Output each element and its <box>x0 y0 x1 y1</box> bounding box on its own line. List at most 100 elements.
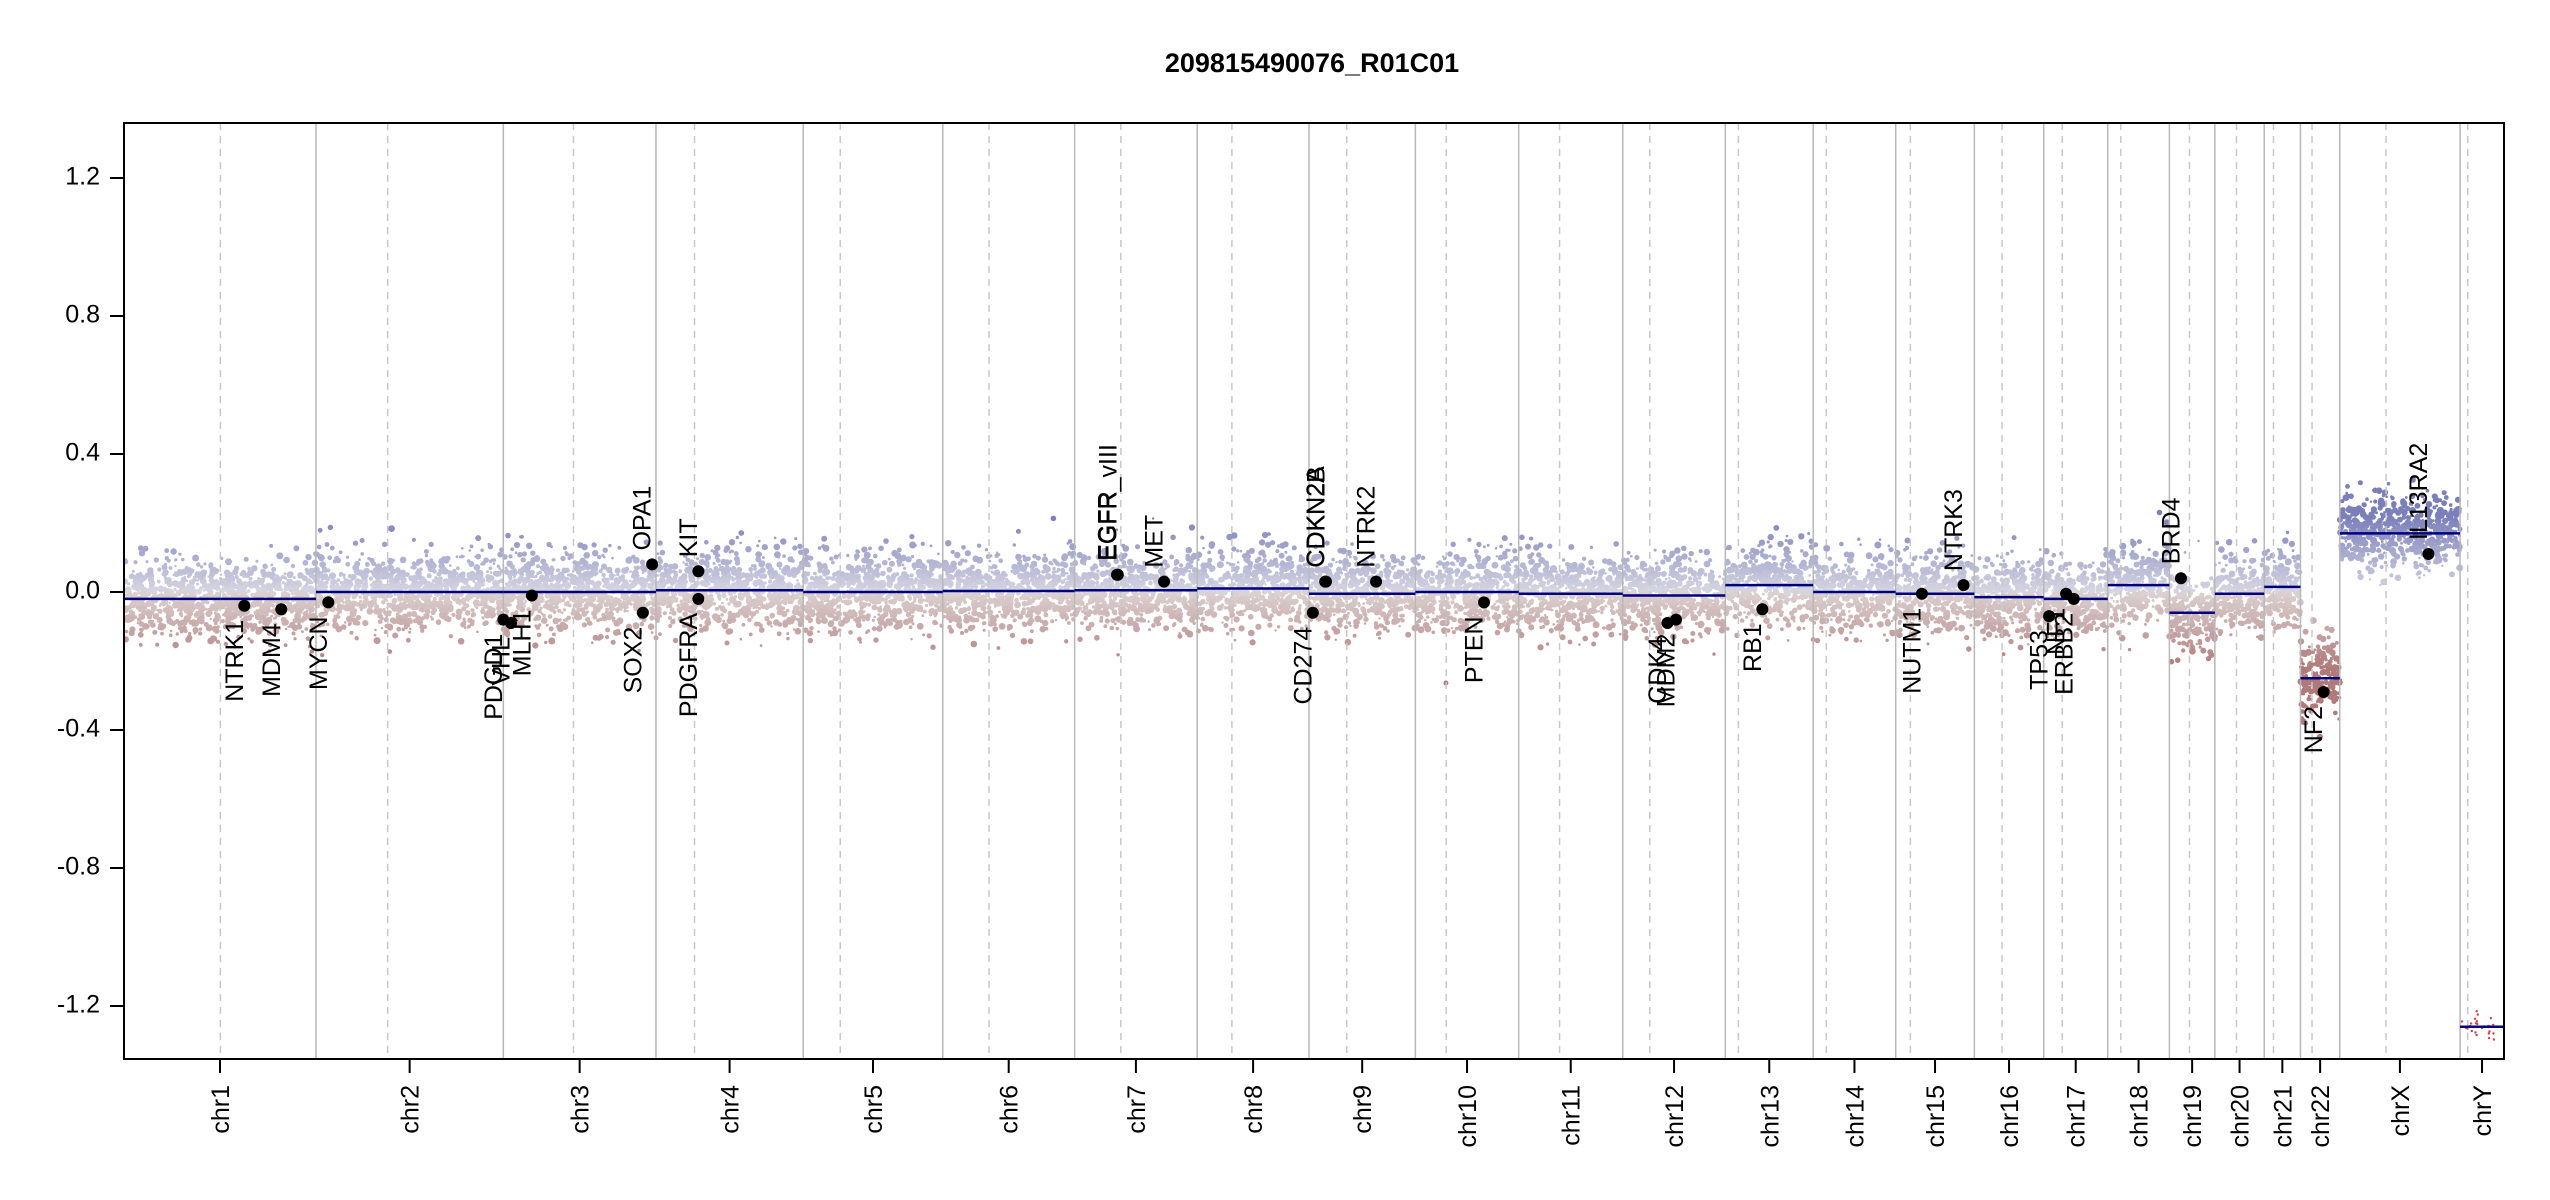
probe-point <box>332 617 338 623</box>
probe-point <box>913 543 917 547</box>
probe-point <box>862 567 867 572</box>
probe-point <box>335 625 343 633</box>
probe-point <box>605 627 611 633</box>
probe-point <box>297 593 301 598</box>
probe-point <box>916 572 923 579</box>
probe-point <box>317 554 323 560</box>
probe-point <box>741 622 746 627</box>
probe-point <box>137 631 144 638</box>
probe-point <box>424 553 429 558</box>
probe-point <box>336 578 341 583</box>
probe-point <box>872 580 876 584</box>
probe-point <box>992 626 998 632</box>
probe-point <box>828 576 832 580</box>
probe-point <box>970 592 978 600</box>
probe-point <box>762 556 765 559</box>
probe-point <box>406 617 413 624</box>
probe-point <box>342 573 346 577</box>
probe-point <box>438 596 443 601</box>
probe-point <box>698 558 706 566</box>
probe-point <box>639 621 645 627</box>
probe-point <box>579 561 583 565</box>
probe-point <box>773 619 780 626</box>
probe-point <box>372 572 378 578</box>
probe-point <box>865 597 870 602</box>
probe-point <box>730 612 738 619</box>
probe-point <box>914 604 920 610</box>
probe-point <box>555 583 563 590</box>
probe-point <box>1014 601 1021 609</box>
probe-point <box>557 608 562 613</box>
probe-point <box>448 634 453 639</box>
probe-point <box>255 609 261 614</box>
probe-point <box>548 570 554 576</box>
probe-point <box>822 597 826 601</box>
probe-point <box>172 641 179 649</box>
probe-point <box>233 592 239 599</box>
probe-point <box>998 623 1006 630</box>
probe-point <box>591 570 598 577</box>
probe-point <box>225 558 232 566</box>
probe-point <box>964 628 969 634</box>
probe-point <box>611 556 614 560</box>
probe-point <box>176 589 182 596</box>
probe-point <box>727 628 734 635</box>
probe-point <box>993 622 997 627</box>
probe-point <box>607 601 613 607</box>
probe-point <box>988 559 992 563</box>
probe-point <box>1020 609 1026 615</box>
probe-point <box>135 572 141 578</box>
probe-point <box>541 617 548 624</box>
probe-point <box>449 574 452 578</box>
probe-point <box>786 595 792 601</box>
probe-point <box>985 598 990 603</box>
probe-point <box>416 572 422 577</box>
probe-point <box>180 557 185 562</box>
probe-point <box>481 616 484 619</box>
probe-point <box>738 530 745 536</box>
probe-point <box>180 603 188 611</box>
probe-point <box>512 578 518 585</box>
probe-point <box>740 612 744 615</box>
probe-point <box>360 570 365 575</box>
probe-point <box>412 605 416 609</box>
probe-point <box>1044 573 1052 580</box>
probe-point <box>734 571 742 578</box>
probe-point <box>173 572 177 576</box>
probe-point <box>726 545 730 549</box>
probe-point <box>909 608 915 614</box>
probe-point <box>637 579 643 585</box>
probe-point <box>548 637 556 645</box>
probe-point <box>728 567 733 572</box>
probe-point <box>712 561 716 565</box>
probe-point <box>587 601 590 604</box>
probe-point <box>829 556 834 561</box>
probe-point <box>633 566 637 569</box>
probe-point <box>301 575 308 582</box>
probe-point <box>911 555 915 559</box>
probe-point <box>617 545 622 550</box>
probe-point <box>863 579 870 586</box>
probe-point <box>308 572 314 578</box>
probe-point <box>251 565 258 572</box>
probe-point <box>924 570 930 576</box>
probe-point <box>878 616 882 620</box>
probe-point <box>1116 653 1120 657</box>
probe-point <box>917 584 921 588</box>
probe-point <box>203 622 209 627</box>
probe-point <box>422 605 426 609</box>
probe-point <box>186 600 190 603</box>
probe-point <box>317 527 323 533</box>
probe-point <box>431 567 436 573</box>
probe-point <box>486 570 490 574</box>
probe-point <box>292 576 296 580</box>
probe-point <box>623 609 627 613</box>
probe-point <box>553 596 557 600</box>
probe-point <box>467 624 472 629</box>
probe-point <box>192 554 200 562</box>
probe-point <box>629 570 632 573</box>
probe-point <box>187 609 191 613</box>
probe-point <box>137 591 140 595</box>
probe-point <box>1030 629 1034 634</box>
probe-point <box>870 596 874 600</box>
